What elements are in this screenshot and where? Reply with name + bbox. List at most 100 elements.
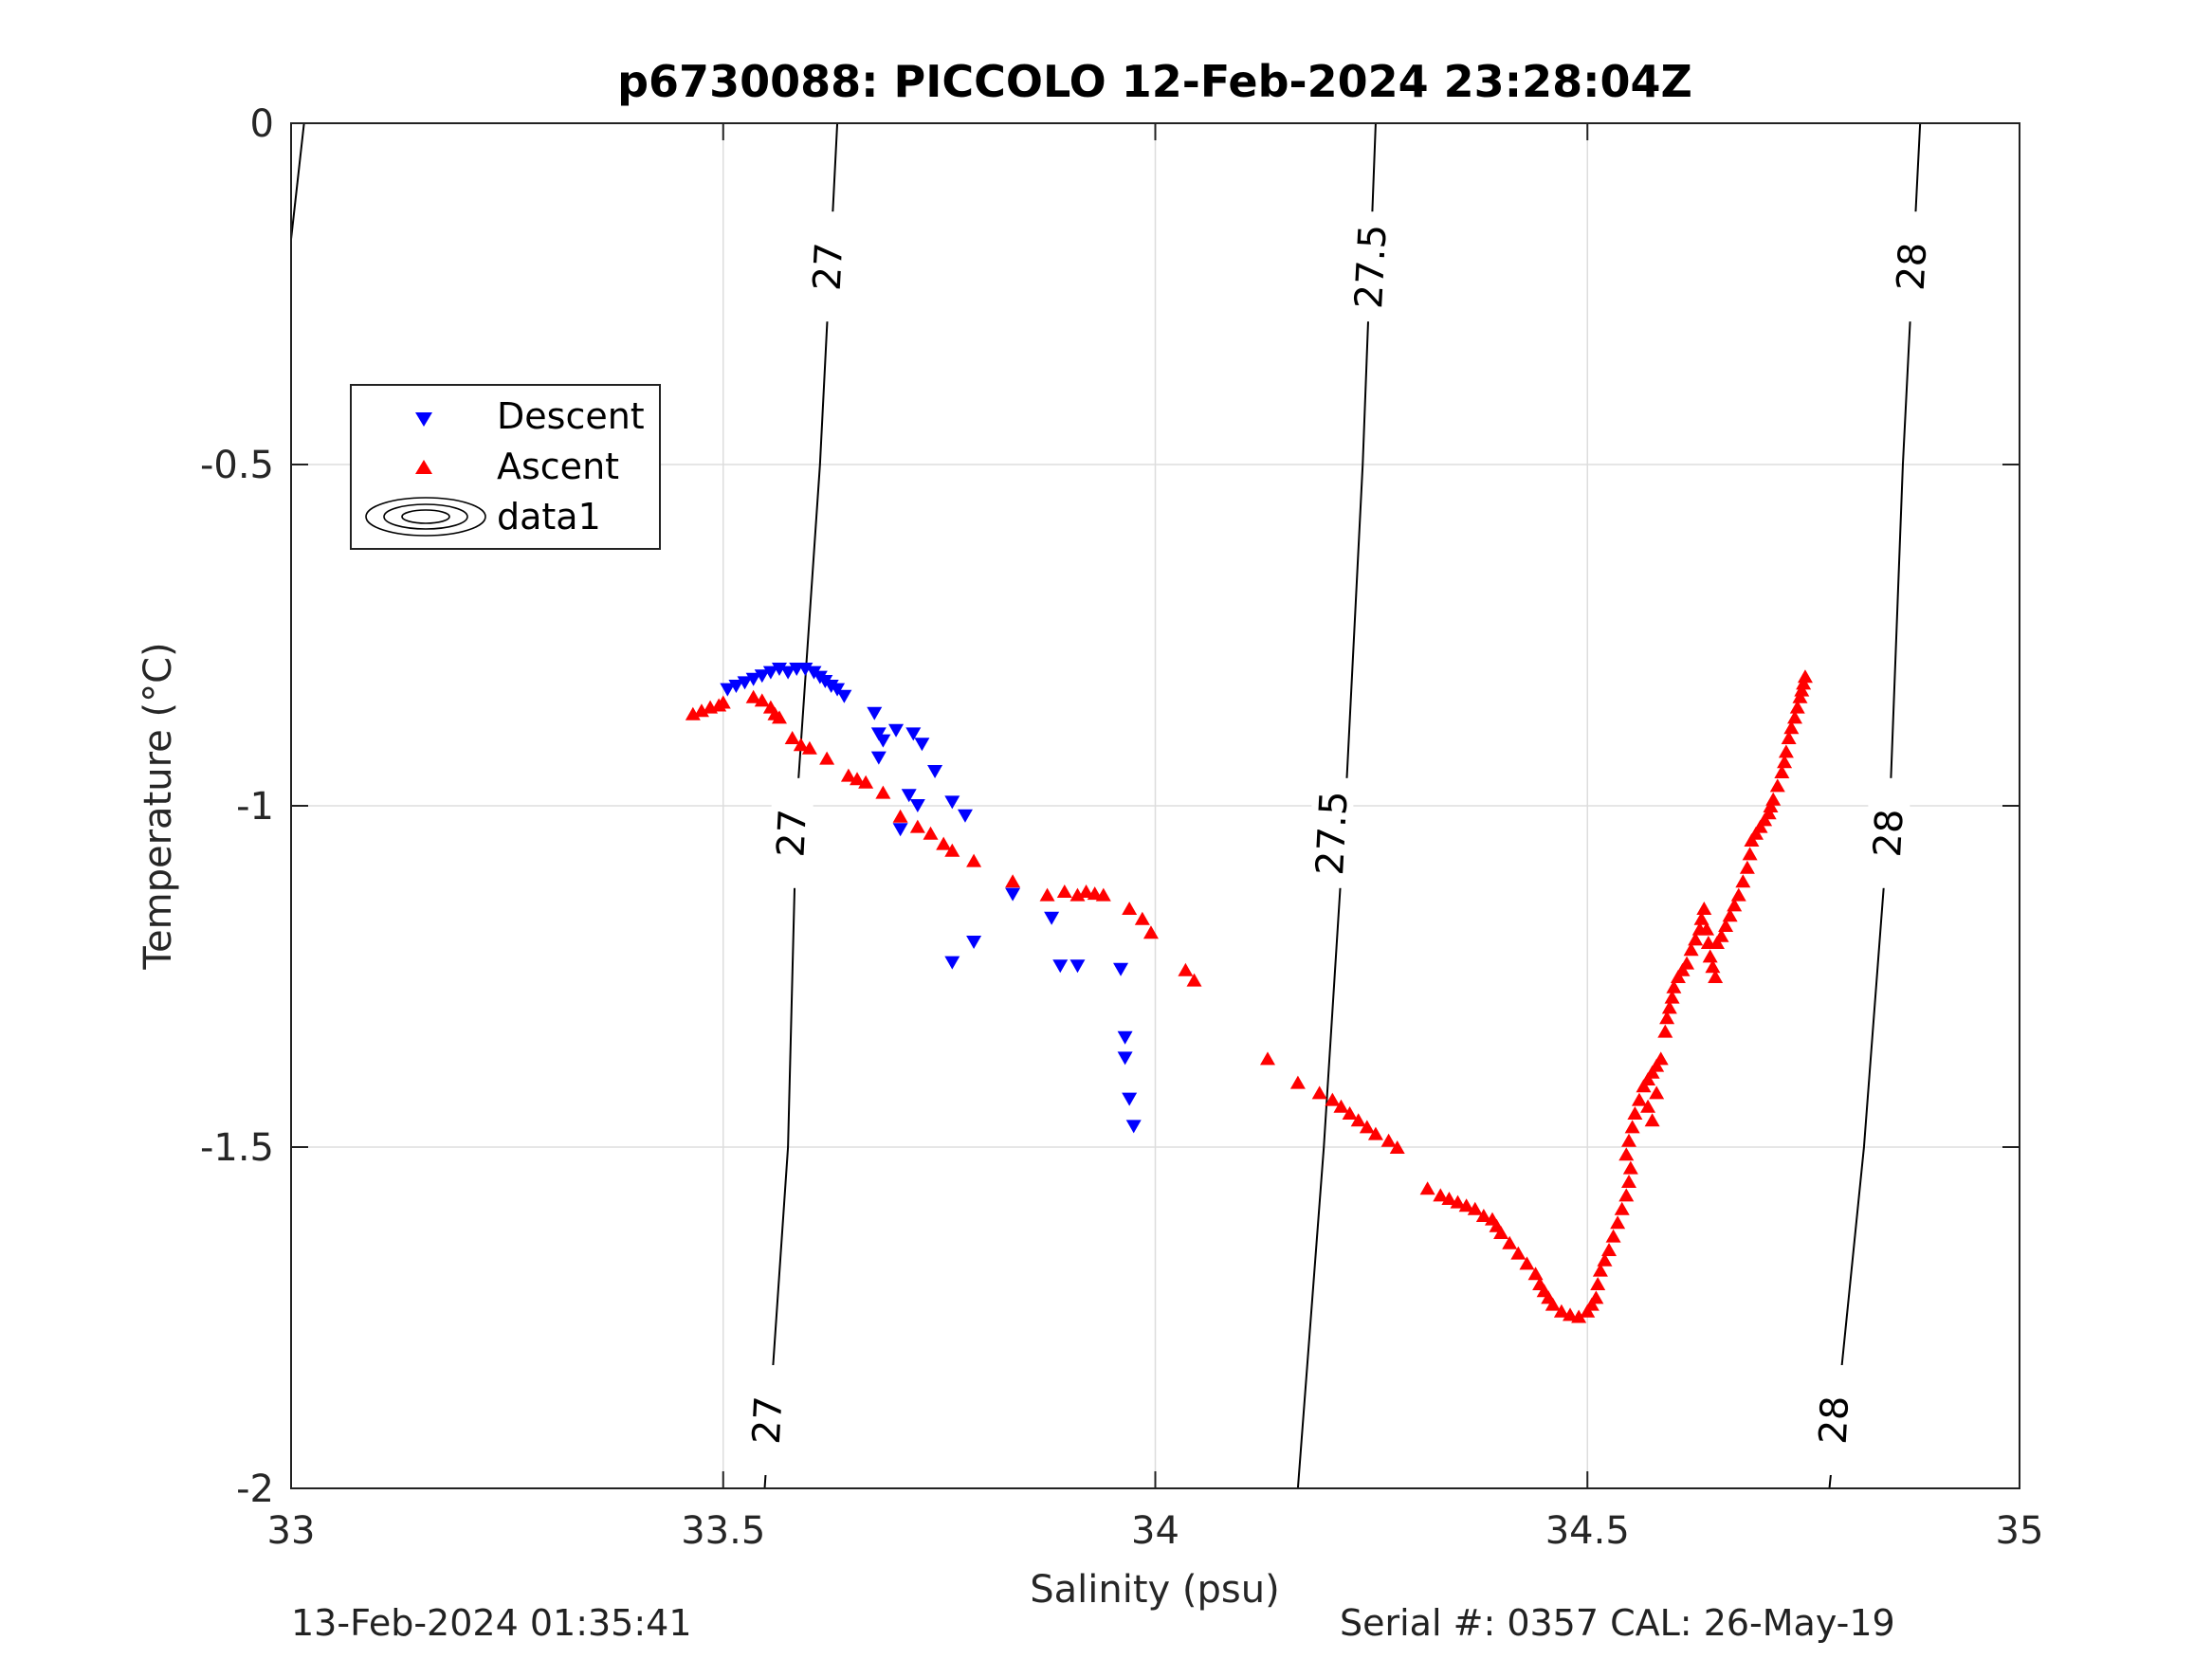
descent-point — [1125, 1120, 1142, 1134]
ascent-point — [1659, 1011, 1675, 1025]
ascent-point — [1794, 683, 1810, 697]
ascent-point — [850, 772, 866, 786]
contour-label: 28 — [1812, 1395, 1858, 1445]
ascent-point — [1186, 973, 1202, 987]
contour-label: 28 — [1866, 808, 1912, 858]
ascent-point — [1095, 887, 1111, 902]
ascent-point — [1679, 956, 1695, 970]
descent-point — [1122, 1092, 1138, 1106]
descent-point — [771, 663, 787, 676]
ascent-point — [1143, 925, 1159, 939]
descent-point — [909, 799, 925, 812]
ascent-point — [1527, 1267, 1544, 1281]
contour-label-bg — [1891, 211, 1933, 322]
descent-point — [914, 738, 930, 752]
ascent-point — [1778, 744, 1794, 758]
ascent-point — [1380, 1133, 1397, 1147]
ascent-point — [1502, 1235, 1518, 1249]
ascent-point — [793, 738, 809, 752]
ascent-point — [1610, 1215, 1626, 1230]
ascent-point — [1618, 1188, 1635, 1202]
ascent-point — [1450, 1194, 1466, 1209]
ascent-point — [784, 731, 800, 744]
ascent-point — [1178, 962, 1194, 976]
ascent-point — [1627, 1106, 1643, 1120]
ascent-point — [1325, 1092, 1341, 1106]
x-tick-label: 33.5 — [681, 1509, 765, 1553]
ascent-point — [1636, 1079, 1652, 1093]
ascent-point — [1735, 874, 1751, 888]
ascent-point — [1510, 1246, 1526, 1260]
descent-point — [892, 823, 908, 837]
ascent-point — [1005, 874, 1021, 888]
ascent-point — [1618, 1147, 1635, 1161]
ascent-point — [1588, 1290, 1604, 1304]
descent-point — [966, 936, 982, 949]
ascent-point — [1688, 932, 1704, 946]
ascent-point — [1597, 1252, 1613, 1267]
x-tick-label: 33 — [267, 1509, 316, 1553]
descent-point — [1113, 962, 1129, 976]
ascent-point — [1761, 806, 1777, 820]
ascent-point — [1350, 1113, 1366, 1127]
ascent-point — [1624, 1120, 1640, 1134]
ascent-point — [1653, 1051, 1669, 1066]
descent-point — [927, 765, 943, 778]
contour-label: 27 — [745, 1395, 792, 1445]
ascent-point — [1631, 1092, 1647, 1106]
ascent-point — [1744, 833, 1760, 847]
ascent-point — [1797, 669, 1813, 684]
ascent-point — [1359, 1120, 1375, 1134]
ascent-point — [1640, 1099, 1656, 1113]
ascent-point — [1666, 979, 1682, 994]
ascent-point — [944, 843, 960, 857]
ascent-point — [1708, 970, 1724, 983]
contour-label-bg — [747, 1365, 790, 1475]
x-tick-label: 34.5 — [1545, 1509, 1630, 1553]
ascent-point — [1783, 720, 1800, 735]
ascent-point — [858, 775, 874, 789]
axis-ticks: 33 33.5 34 34.5 35 0 -0.5 -1 -1.5 -2 — [200, 102, 2044, 1553]
ascent-point — [1674, 962, 1691, 976]
ascent-point — [1683, 942, 1699, 957]
ascent-point — [1763, 799, 1779, 812]
ascent-point — [1342, 1106, 1358, 1120]
data-points — [685, 663, 1813, 1323]
descent-point — [870, 751, 887, 765]
ascent-point — [1796, 676, 1812, 690]
ascent-point — [1601, 1243, 1618, 1256]
descent-point — [737, 676, 753, 690]
x-tick-label: 34 — [1131, 1509, 1179, 1553]
ascent-point — [1789, 700, 1805, 714]
contour-label-bg — [1813, 1365, 1856, 1475]
ascent-point — [1553, 1304, 1569, 1318]
descent-point — [1069, 959, 1086, 974]
descent-point — [754, 669, 770, 684]
y-tick-label: -0.5 — [200, 444, 274, 487]
ascent-point — [1259, 1051, 1275, 1066]
ascent-point — [1747, 826, 1764, 840]
ascent-point — [1614, 1201, 1630, 1215]
ascent-point — [819, 751, 835, 765]
ascent-point — [1519, 1256, 1535, 1270]
ascent-point — [1571, 1309, 1587, 1323]
ascent-point — [1333, 1099, 1349, 1113]
ascent-point — [1644, 1113, 1660, 1127]
legend-ascent-marker — [415, 460, 432, 474]
y-tick-label: -1.5 — [200, 1126, 274, 1170]
ascent-point — [1493, 1226, 1509, 1239]
ascent-point — [801, 740, 817, 755]
ascent-point — [1621, 1133, 1637, 1147]
ascent-point — [909, 819, 925, 833]
descent-point — [797, 663, 814, 676]
ascent-point — [1289, 1075, 1306, 1089]
descent-point — [1044, 911, 1060, 925]
ascent-point — [685, 706, 701, 720]
ascent-point — [1475, 1209, 1491, 1222]
descent-point — [901, 789, 917, 803]
ascent-point — [1583, 1297, 1600, 1311]
ascent-point — [1580, 1304, 1596, 1318]
descent-point — [944, 795, 960, 810]
ascent-point — [1742, 847, 1758, 861]
y-axis-label: Temperature (°C) — [137, 642, 180, 970]
